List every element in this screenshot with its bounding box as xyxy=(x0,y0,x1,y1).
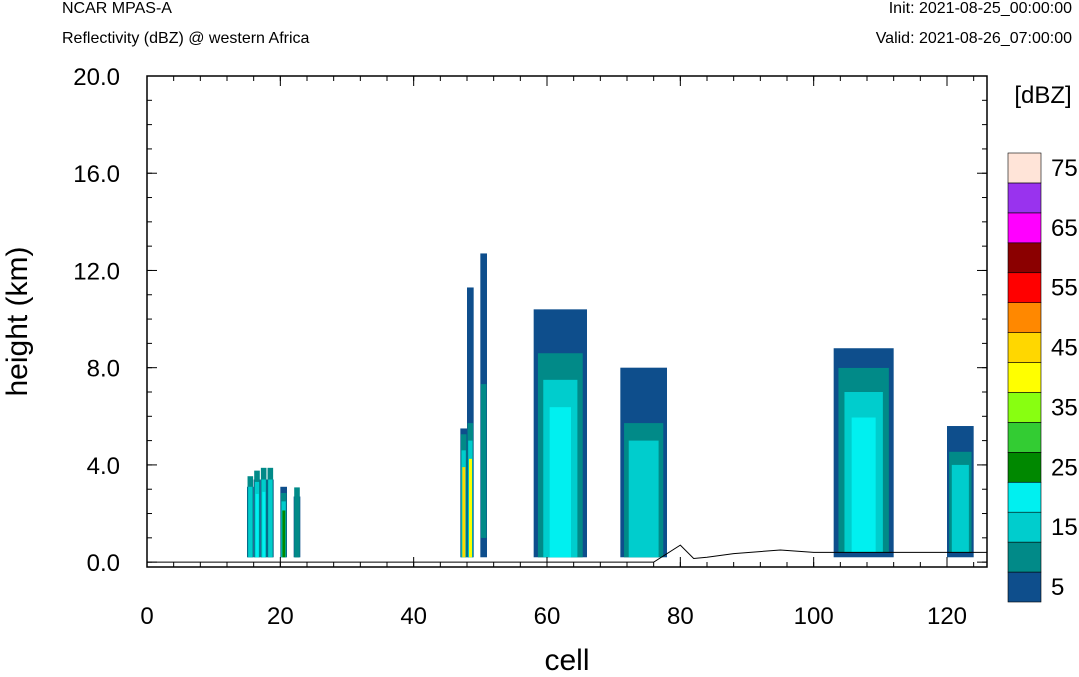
x-tick-label-1: 20 xyxy=(267,603,294,630)
colorbar-swatch-6 xyxy=(1007,392,1042,423)
y-tick-label-3: 12.0 xyxy=(73,258,120,285)
x-tick-label-5: 100 xyxy=(794,603,834,630)
colorbar-label-0: 5 xyxy=(1051,574,1064,601)
init-time: Init: 2021-08-25_00:00:00 xyxy=(888,0,1072,17)
y-tick-label-2: 8.0 xyxy=(87,356,120,383)
colorbar-swatch-8 xyxy=(1007,332,1042,363)
cell-peak-11 xyxy=(851,417,876,553)
y-tick-label-5: 20.0 xyxy=(73,64,120,91)
x-tick-label-3: 60 xyxy=(534,603,561,630)
colorbar-swatch-0 xyxy=(1007,571,1042,603)
colorbar-label-2: 25 xyxy=(1051,454,1078,481)
field-title: Reflectivity (dBZ) @ western Africa xyxy=(62,30,310,47)
colorbar-swatch-11 xyxy=(1007,242,1042,274)
colorbar-swatch-10 xyxy=(1007,272,1042,303)
y-axis-label: height (km) xyxy=(1,246,34,396)
cell-peak-1 xyxy=(255,493,259,558)
terrain-line xyxy=(147,544,987,563)
x-tick-label-4: 80 xyxy=(667,603,694,630)
plot-frame xyxy=(146,75,988,568)
cell-core-12 xyxy=(951,464,969,553)
x-tick-label-6: 120 xyxy=(927,603,967,630)
valid-time: Valid: 2021-08-26_07:00:00 xyxy=(875,30,1072,47)
colorbar-label-6: 65 xyxy=(1051,215,1078,242)
cell-core-3 xyxy=(268,479,273,558)
cell-peak-9 xyxy=(549,407,571,558)
colorbar-unit: [dBZ] xyxy=(1014,82,1071,109)
colorbar-swatch-7 xyxy=(1007,362,1042,393)
colorbar-label-3: 35 xyxy=(1051,394,1078,421)
y-tick-label-0: 0.0 xyxy=(87,550,120,577)
colorbar-swatch-12 xyxy=(1007,212,1042,244)
colorbar-swatch-9 xyxy=(1007,302,1042,333)
cell-core-0 xyxy=(248,486,253,558)
colorbar-swatch-14 xyxy=(1007,152,1042,184)
cell-peak-2 xyxy=(262,491,266,558)
colorbar-label-5: 55 xyxy=(1051,275,1078,302)
cell-peak-4 xyxy=(282,510,286,558)
colorbar-label-7: 75 xyxy=(1051,155,1078,182)
colorbar-label-1: 15 xyxy=(1051,514,1078,541)
cell-core-8 xyxy=(481,404,486,538)
colorbar-swatch-1 xyxy=(1007,541,1042,573)
cell-peak-6 xyxy=(462,467,466,558)
y-tick-label-4: 16.0 xyxy=(73,161,120,188)
reflectivity-cells xyxy=(247,253,974,558)
x-axis-label: cell xyxy=(544,644,589,677)
x-tick-label-2: 40 xyxy=(400,603,427,630)
cell-peak-7 xyxy=(469,458,472,558)
colorbar-swatch-3 xyxy=(1007,481,1042,513)
colorbar-swatch-4 xyxy=(1007,452,1042,483)
y-tick-label-1: 4.0 xyxy=(87,453,120,480)
x-tick-label-0: 0 xyxy=(140,603,153,630)
colorbar-swatch-2 xyxy=(1007,511,1042,543)
cell-envelope-7 xyxy=(467,287,474,558)
colorbar-swatch-5 xyxy=(1007,422,1042,453)
colorbar-label-4: 45 xyxy=(1051,335,1078,362)
model-name: NCAR MPAS-A xyxy=(62,0,172,17)
cell-core-5 xyxy=(294,496,300,558)
colorbar-swatch-13 xyxy=(1007,182,1042,214)
cell-core-10 xyxy=(628,440,659,558)
